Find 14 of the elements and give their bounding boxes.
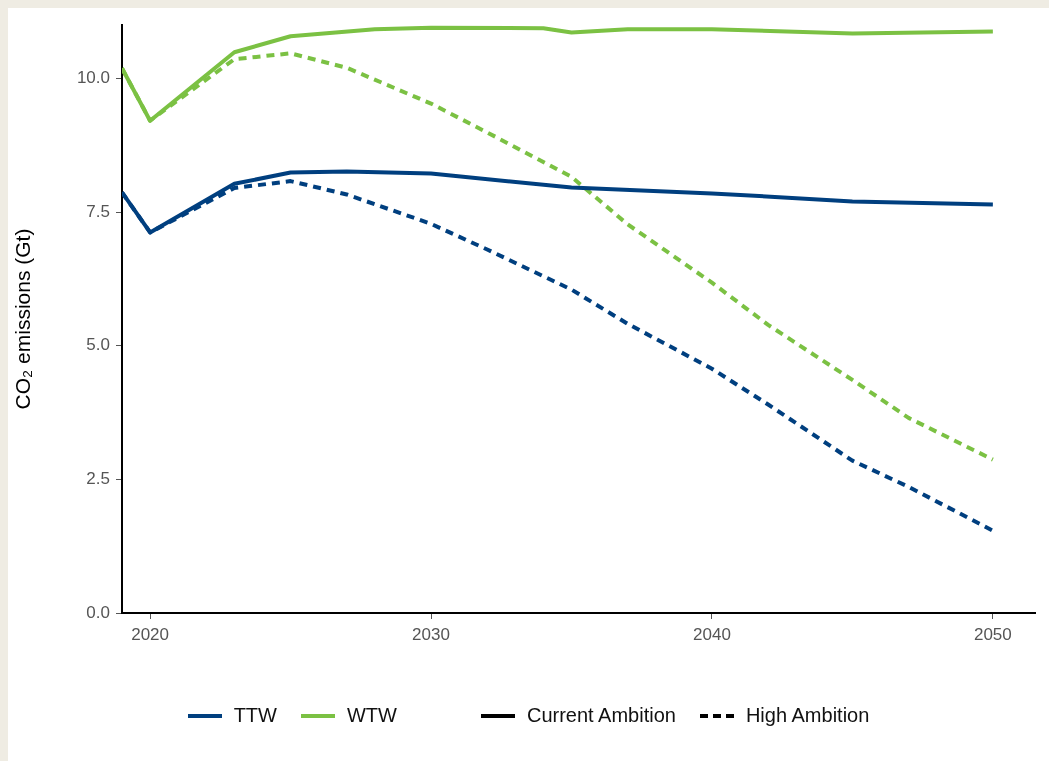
y-tick-label: 2.5 xyxy=(86,469,110,489)
legend-label: TTW xyxy=(233,704,277,727)
x-tick-label: 2020 xyxy=(131,624,170,644)
text: High Ambition xyxy=(745,704,870,727)
y-axis-title: CO₂ emissions (Gt) xyxy=(11,228,35,410)
y-tick-label: 5.0 xyxy=(86,335,110,355)
legend-label: WTW xyxy=(346,704,397,727)
y-tick-label: 7.5 xyxy=(86,201,110,221)
y-tick-label: 10.0 xyxy=(76,68,110,88)
x-tick-label: 2050 xyxy=(973,624,1012,644)
text: Current Ambition xyxy=(526,704,676,727)
y-tick-label: 0.0 xyxy=(86,602,110,622)
x-tick-label: 2030 xyxy=(412,624,450,644)
x-tick-label: 2040 xyxy=(693,624,731,644)
